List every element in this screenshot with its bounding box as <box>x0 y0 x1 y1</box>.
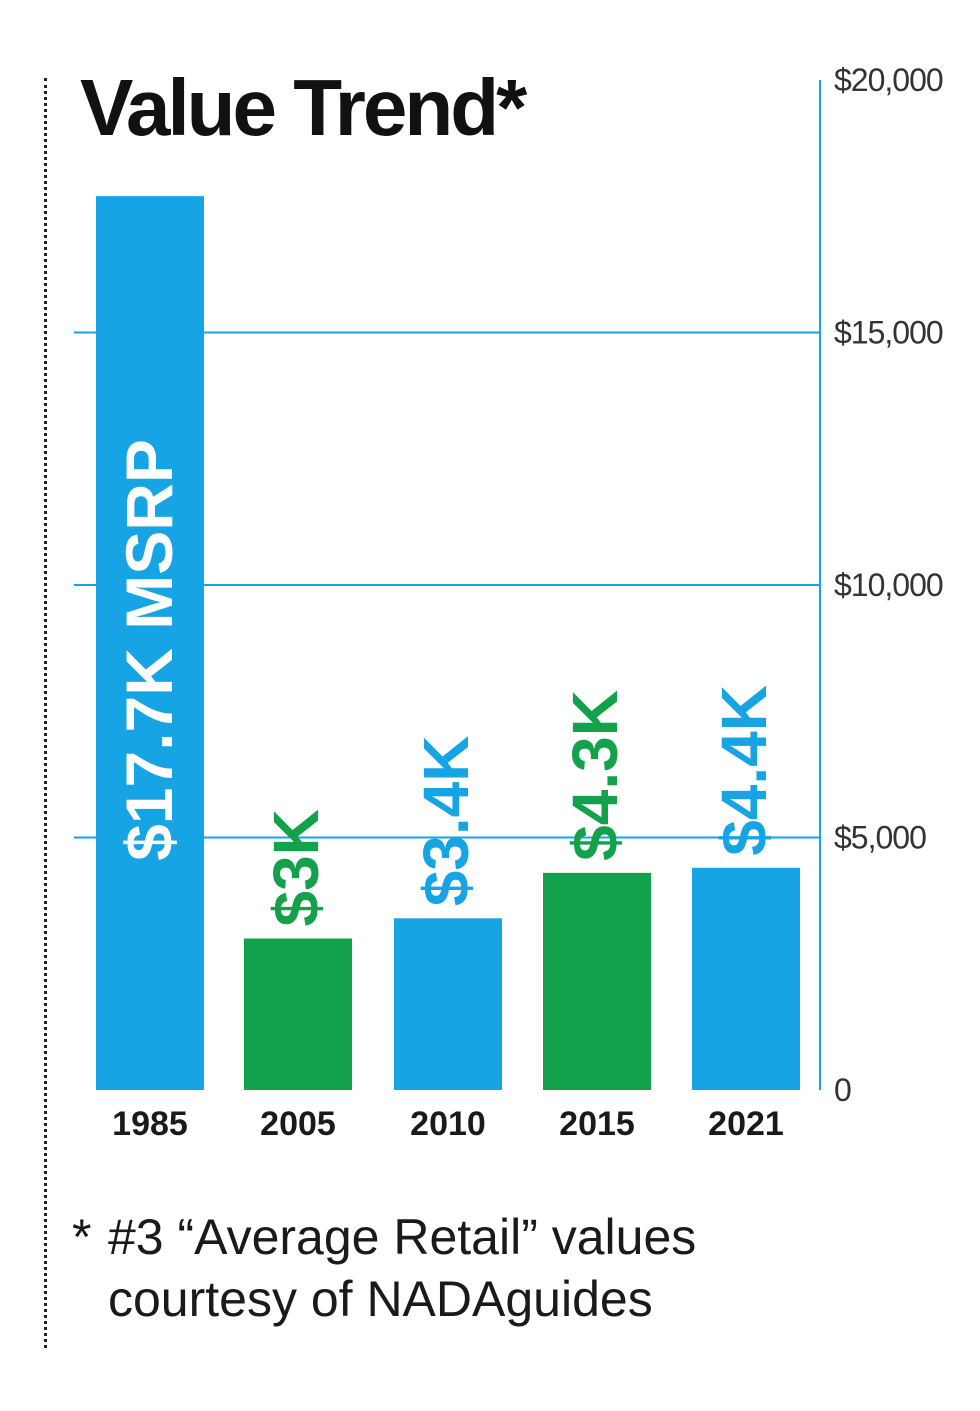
bar-2010 <box>394 918 502 1090</box>
y-tick-label: $10,000 <box>834 567 943 603</box>
x-tick-label: 1985 <box>112 1105 188 1143</box>
x-tick-label: 2005 <box>260 1105 336 1143</box>
footnote-asterisk: * <box>72 1209 92 1265</box>
bar-value-label: $3K <box>260 809 332 926</box>
y-tick-label: 0 <box>834 1072 851 1108</box>
bar-value-label: $4.3K <box>559 690 631 861</box>
y-tick-label: $20,000 <box>834 62 943 98</box>
dotted-divider <box>44 78 47 1348</box>
footnote: * #3 “Average Retail” values courtesy of … <box>72 1206 952 1330</box>
chart-title: Value Trend* <box>80 63 527 152</box>
bar-value-label: $3.4K <box>410 736 482 907</box>
x-axis-ticks: 1985 2005 2010 2015 2021 <box>112 1105 784 1143</box>
x-tick-label: 2021 <box>708 1105 784 1143</box>
bar-2005 <box>244 938 352 1090</box>
bar-2015 <box>543 872 651 1090</box>
y-tick-label: $5,000 <box>834 820 926 856</box>
bars <box>96 196 800 1090</box>
bar-value-label: $17.7K MSRP <box>112 439 186 861</box>
y-tick-label: $15,000 <box>834 315 943 351</box>
bar-2021 <box>692 867 800 1090</box>
x-tick-label: 2010 <box>410 1105 486 1143</box>
footnote-line-1: #3 “Average Retail” values <box>108 1209 697 1265</box>
bar-1985 <box>96 196 204 1090</box>
x-tick-label: 2015 <box>559 1105 635 1143</box>
footnote-line-2: courtesy of NADAguides <box>108 1271 653 1327</box>
bar-value-label: $4.4K <box>708 685 780 856</box>
bar-chart: 0 $5,000 $10,000 $15,000 $20,000 $17.7K MSRP… <box>74 62 944 1143</box>
y-axis-ticks: 0 $5,000 $10,000 $15,000 $20,000 <box>834 62 944 1108</box>
bar-value-labels: $17.7K MSRP $3K $3.4K $4.3K $4.4K <box>112 439 780 926</box>
